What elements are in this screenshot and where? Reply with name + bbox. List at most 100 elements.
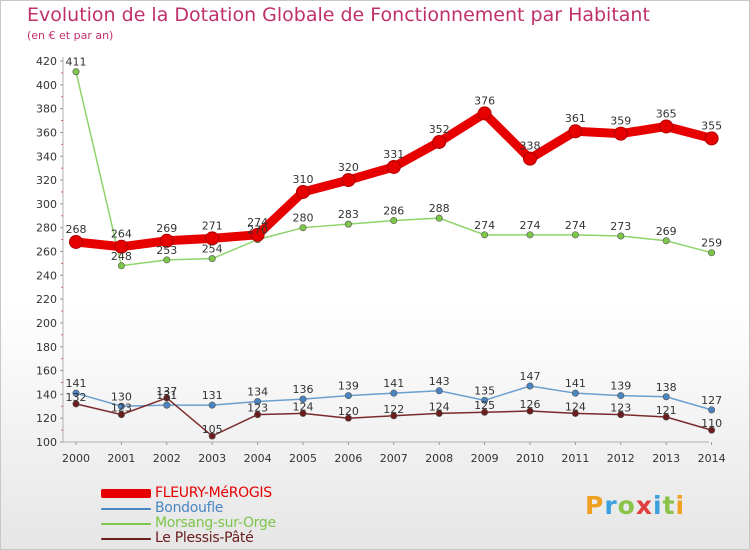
x-tick-label: 2010	[516, 452, 544, 465]
x-tick-label: 2014	[698, 452, 726, 465]
data-label-morsang-sur-orge: 273	[610, 220, 631, 233]
y-tick-label: 100	[36, 436, 57, 449]
data-label-le-plessis-p-t: 126	[520, 398, 541, 411]
data-label-le-plessis-p-t: 123	[610, 402, 631, 415]
data-point-morsang-sur-orge	[208, 255, 216, 263]
data-point-morsang-sur-orge	[299, 224, 307, 232]
data-label-bondoufle: 141	[66, 377, 87, 390]
data-label-bondoufle: 138	[656, 381, 677, 394]
data-label-morsang-sur-orge: 274	[565, 219, 586, 232]
y-tick-label: 340	[36, 150, 57, 163]
data-point-fleury-m-rogis	[69, 234, 83, 249]
data-point-morsang-sur-orge	[435, 214, 443, 222]
data-label-fleury-m-rogis: 271	[202, 219, 223, 232]
data-point-fleury-m-rogis	[250, 227, 265, 242]
logo-letter: i	[675, 491, 686, 520]
x-tick-label: 2004	[244, 452, 272, 465]
legend-item-le-plessis-pate[interactable]: Le Plessis-Pâté	[101, 530, 361, 546]
data-label-fleury-m-rogis: 268	[66, 223, 87, 236]
data-label-fleury-m-rogis: 320	[338, 161, 359, 174]
data-point-le-plessis-p-t	[117, 411, 125, 419]
data-point-le-plessis-p-t	[526, 407, 534, 415]
legend-swatch-morsang-sur-orge	[101, 523, 151, 525]
data-label-le-plessis-p-t: 124	[429, 400, 450, 413]
chart-title: Evolution de la Dotation Globale de Fonc…	[27, 4, 650, 26]
data-label-morsang-sur-orge: 280	[293, 212, 314, 225]
data-point-le-plessis-p-t	[571, 409, 579, 417]
data-point-bondoufle	[390, 389, 398, 397]
x-tick-label: 2006	[334, 452, 362, 465]
data-label-bondoufle: 135	[474, 384, 495, 397]
data-label-morsang-sur-orge: 411	[66, 56, 87, 69]
data-point-bondoufle	[72, 389, 80, 397]
data-point-fleury-m-rogis	[341, 173, 356, 188]
data-label-morsang-sur-orge: 259	[701, 237, 722, 250]
data-label-bondoufle: 143	[429, 375, 450, 388]
data-point-morsang-sur-orge	[390, 217, 398, 225]
data-label-fleury-m-rogis: 376	[474, 94, 495, 107]
data-label-bondoufle: 131	[202, 389, 223, 402]
legend-label-bondoufle: Bondoufle	[155, 500, 224, 516]
x-tick-label: 2000	[62, 452, 90, 465]
y-tick-label: 280	[36, 222, 57, 235]
data-point-le-plessis-p-t	[662, 413, 670, 421]
data-label-le-plessis-p-t: 110	[701, 417, 722, 430]
data-point-fleury-m-rogis	[568, 124, 583, 139]
data-point-morsang-sur-orge	[526, 231, 534, 239]
data-point-le-plessis-p-t	[299, 409, 307, 417]
legend: FLEURY-MéROGIS Bondoufle Morsang-sur-Org…	[101, 485, 361, 546]
x-tick-label: 2005	[289, 452, 317, 465]
data-label-morsang-sur-orge: 274	[520, 219, 541, 232]
data-point-bondoufle	[254, 398, 262, 406]
y-tick-label: 380	[36, 103, 57, 116]
data-point-bondoufle	[617, 392, 625, 400]
x-tick-label: 2008	[425, 452, 453, 465]
data-label-fleury-m-rogis: 352	[429, 123, 450, 136]
data-label-bondoufle: 147	[520, 370, 541, 383]
data-label-fleury-m-rogis: 269	[156, 222, 177, 235]
legend-item-morsang-sur-orge[interactable]: Morsang-sur-Orge	[101, 515, 361, 531]
data-label-bondoufle: 127	[701, 394, 722, 407]
data-label-fleury-m-rogis: 274	[247, 216, 268, 229]
data-point-le-plessis-p-t	[208, 432, 216, 440]
y-tick-label: 240	[36, 269, 57, 282]
legend-item-bondoufle[interactable]: Bondoufle	[101, 500, 361, 516]
data-point-fleury-m-rogis	[659, 119, 674, 134]
data-point-le-plessis-p-t	[72, 400, 80, 408]
data-point-bondoufle	[435, 387, 443, 395]
data-label-le-plessis-p-t: 120	[338, 405, 359, 418]
data-point-morsang-sur-orge	[617, 232, 625, 240]
legend-label-morsang-sur-orge: Morsang-sur-Orge	[155, 515, 276, 531]
logo-letter: i	[653, 491, 663, 520]
data-point-fleury-m-rogis	[523, 151, 537, 166]
data-point-bondoufle	[571, 389, 579, 397]
data-point-bondoufle	[481, 396, 489, 404]
data-point-bondoufle	[163, 401, 171, 409]
data-point-morsang-sur-orge	[571, 231, 579, 239]
x-tick-label: 2001	[107, 452, 135, 465]
data-point-morsang-sur-orge	[344, 220, 352, 228]
legend-swatch-le-plessis-pate	[101, 538, 151, 540]
data-label-le-plessis-p-t: 137	[156, 385, 177, 398]
data-label-le-plessis-p-t: 123	[111, 402, 132, 415]
data-label-bondoufle: 139	[338, 380, 359, 393]
y-tick-label: 400	[36, 79, 57, 92]
data-point-morsang-sur-orge	[117, 262, 125, 270]
y-tick-label: 300	[36, 198, 57, 211]
data-label-morsang-sur-orge: 254	[202, 243, 223, 256]
legend-item-fleury-merogis[interactable]: FLEURY-MéROGIS	[101, 485, 361, 501]
data-label-fleury-m-rogis: 359	[610, 115, 631, 128]
data-point-bondoufle	[117, 402, 125, 410]
data-point-morsang-sur-orge	[708, 249, 716, 257]
y-tick-label: 160	[36, 365, 57, 378]
data-label-fleury-m-rogis: 355	[701, 119, 722, 132]
y-tick-label: 200	[36, 317, 57, 330]
data-label-morsang-sur-orge: 269	[656, 225, 677, 238]
y-tick-label: 120	[36, 412, 57, 425]
x-tick-label: 2003	[198, 452, 226, 465]
legend-swatch-bondoufle	[101, 508, 151, 510]
x-tick-label: 2012	[607, 452, 635, 465]
data-point-fleury-m-rogis	[159, 233, 174, 248]
data-label-bondoufle: 141	[383, 377, 404, 390]
